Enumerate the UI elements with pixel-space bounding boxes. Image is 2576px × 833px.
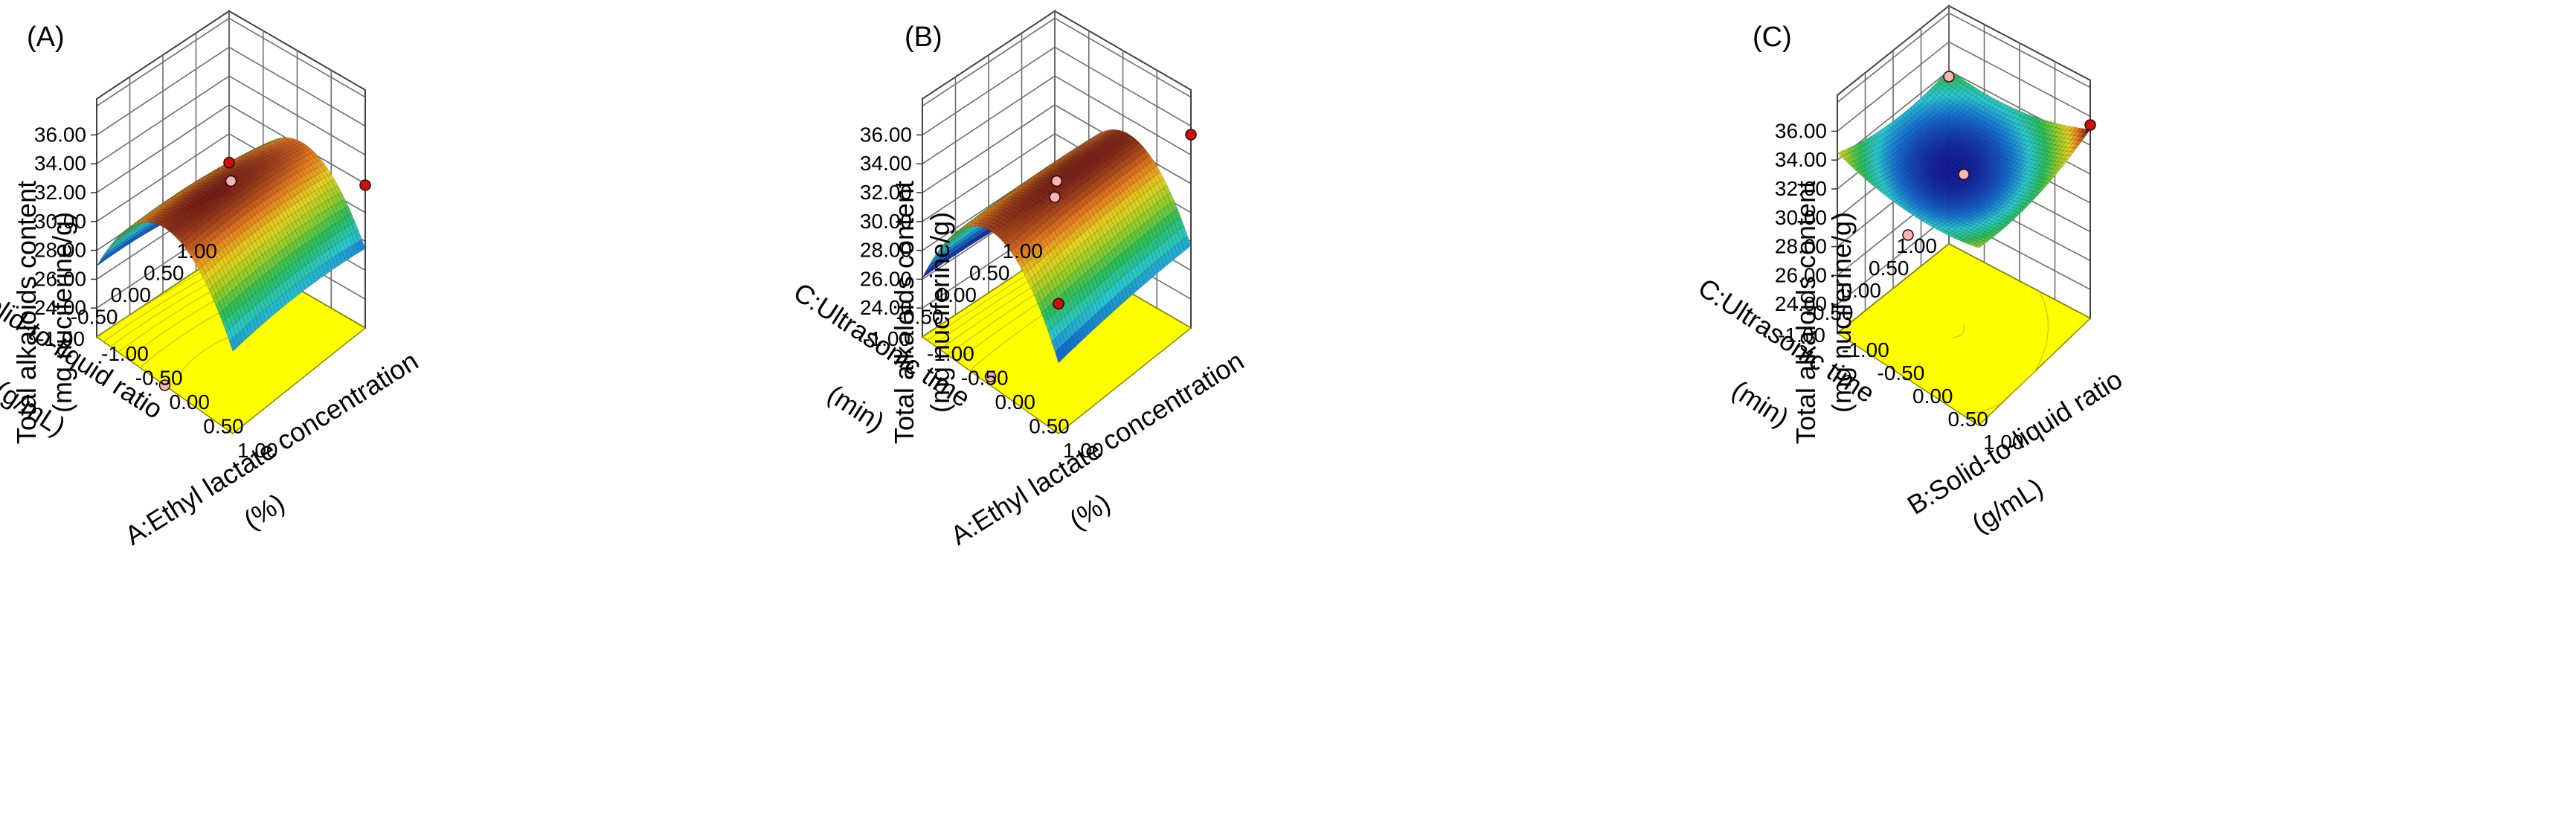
design-point-2 — [359, 179, 371, 191]
z-axis-unit: (mg nuciferine/g) — [47, 212, 77, 413]
design-point-1 — [1050, 175, 1063, 187]
z-gridline — [922, 46, 1192, 136]
x-tick-label: 0.00 — [170, 390, 211, 414]
x-axis-unit: (%) — [1064, 487, 1115, 535]
surface-cell — [229, 338, 237, 352]
contour-line — [180, 335, 235, 375]
x-axis-unit: (%) — [238, 487, 289, 535]
x-tick-label: 0.50 — [1029, 415, 1070, 438]
z-axis-title: Total alkaloids content — [889, 181, 919, 444]
z-gridline — [922, 17, 1192, 107]
x-tick-label: 0.00 — [995, 390, 1036, 414]
x-tick-label: 0.50 — [203, 415, 244, 438]
y-tick-label: -0.50 — [71, 306, 118, 329]
chart-panel-c: 24.0026.0028.0030.0032.0034.0036.00-1.00… — [1693, 4, 2127, 538]
design-point-3 — [158, 379, 171, 391]
panel-label: (A) — [27, 22, 65, 53]
design-point-0 — [223, 156, 235, 169]
design-point-3 — [1053, 298, 1064, 310]
design-point-1 — [225, 175, 237, 187]
design-points — [158, 156, 371, 391]
y-axis-unit: (min) — [822, 379, 890, 437]
design-point-2 — [2084, 119, 2096, 131]
z-tick-label: 36.00 — [1775, 119, 1827, 142]
y-tick-label: 0.00 — [111, 283, 152, 306]
z-gridline — [96, 46, 366, 136]
z-gridline — [96, 17, 366, 107]
chart-panel-b: 24.0026.0028.0030.0032.0034.0036.00-1.00… — [788, 10, 1249, 551]
chart-panel-a: 24.0026.0028.0030.0032.0034.0036.00-1.00… — [0, 10, 423, 551]
y-tick-label: 1.00 — [1003, 239, 1044, 263]
z-tick-label: 32.00 — [34, 181, 86, 204]
z-gridline — [922, 75, 1192, 164]
design-point-2 — [1185, 129, 1197, 141]
y-tick-label: 0.50 — [969, 262, 1010, 285]
z-tick-label: 34.00 — [1775, 148, 1827, 171]
y-tick-label: 1.00 — [177, 239, 218, 263]
design-point-0 — [1943, 71, 1955, 83]
z-tick-label: 34.00 — [34, 152, 86, 175]
design-point-0 — [1049, 191, 1061, 203]
z-gridline — [96, 75, 366, 164]
design-point-1 — [1958, 168, 1970, 181]
z-tick-label: 34.00 — [860, 152, 912, 175]
z-tick-label: 36.00 — [34, 123, 86, 146]
z-tick-label: 36.00 — [860, 123, 912, 146]
y-tick-label: 0.50 — [144, 262, 184, 285]
panel-label: (B) — [905, 22, 942, 53]
